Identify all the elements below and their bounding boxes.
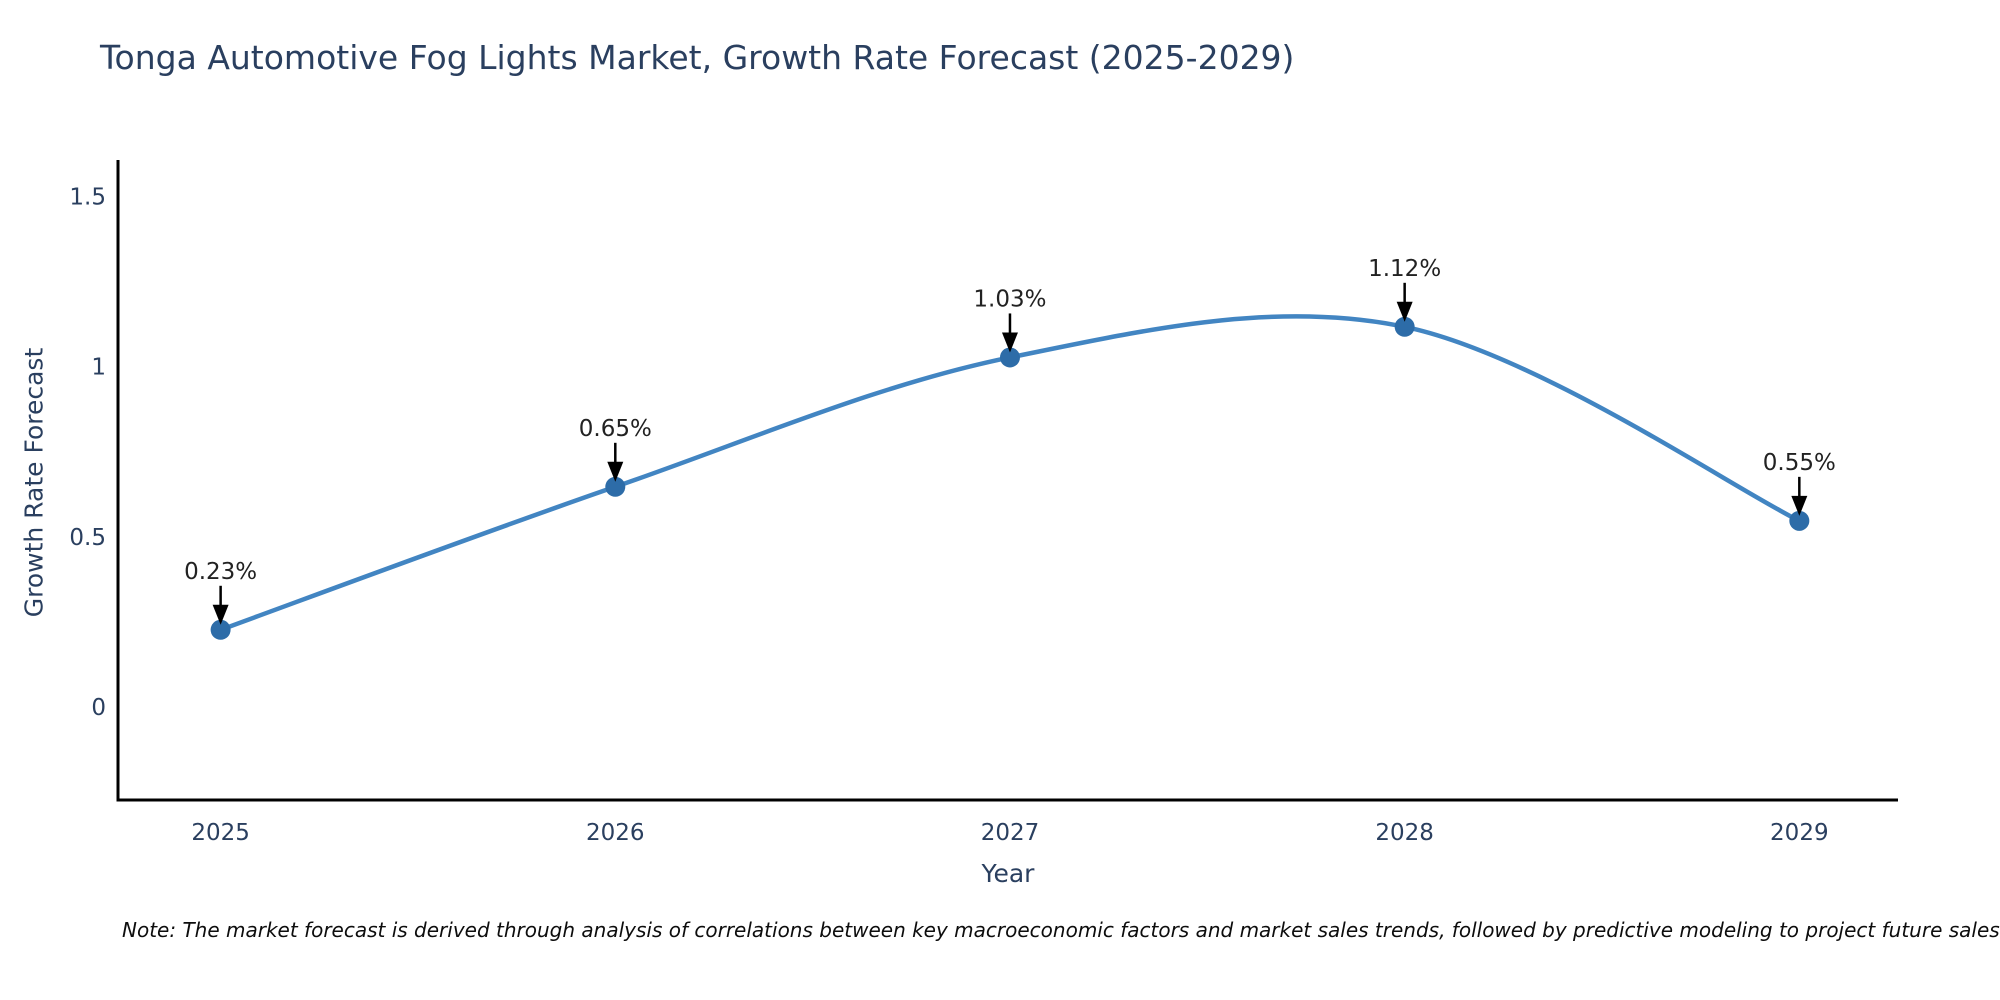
annotation-label: 0.55% [1763,450,1836,476]
x-tick-label: 2025 [191,820,250,846]
data-point-marker[interactable] [1789,510,1810,531]
annotation-label: 0.23% [184,559,257,585]
annotation-arrow-head [1791,495,1808,516]
chart-title: Tonga Automotive Fog Lights Market, Grow… [100,38,1295,77]
data-point-marker[interactable] [210,619,231,640]
annotation-label: 0.65% [579,416,652,442]
x-tick-label: 2029 [1770,820,1829,846]
annotation-label: 1.03% [973,286,1046,312]
y-tick-label: 0 [91,695,106,721]
annotation-arrow-head [607,461,624,482]
data-point-marker[interactable] [605,476,626,497]
y-tick-label: 1 [91,355,106,381]
x-tick-label: 2026 [586,820,645,846]
annotation-label: 1.12% [1368,256,1441,282]
footnote: Note: The market forecast is derived thr… [122,918,2000,942]
y-tick-label: 0.5 [69,525,106,551]
y-tick-label: 1.5 [69,184,106,210]
x-tick-label: 2027 [981,820,1040,846]
x-axis-title: Year [981,859,1035,888]
x-tick-label: 2028 [1375,820,1434,846]
data-point-marker[interactable] [1394,316,1415,337]
annotation-arrow-head [212,604,229,625]
data-point-marker[interactable] [999,347,1020,368]
annotation-arrow-head [1396,301,1413,322]
annotation-arrow-head [1001,332,1018,353]
